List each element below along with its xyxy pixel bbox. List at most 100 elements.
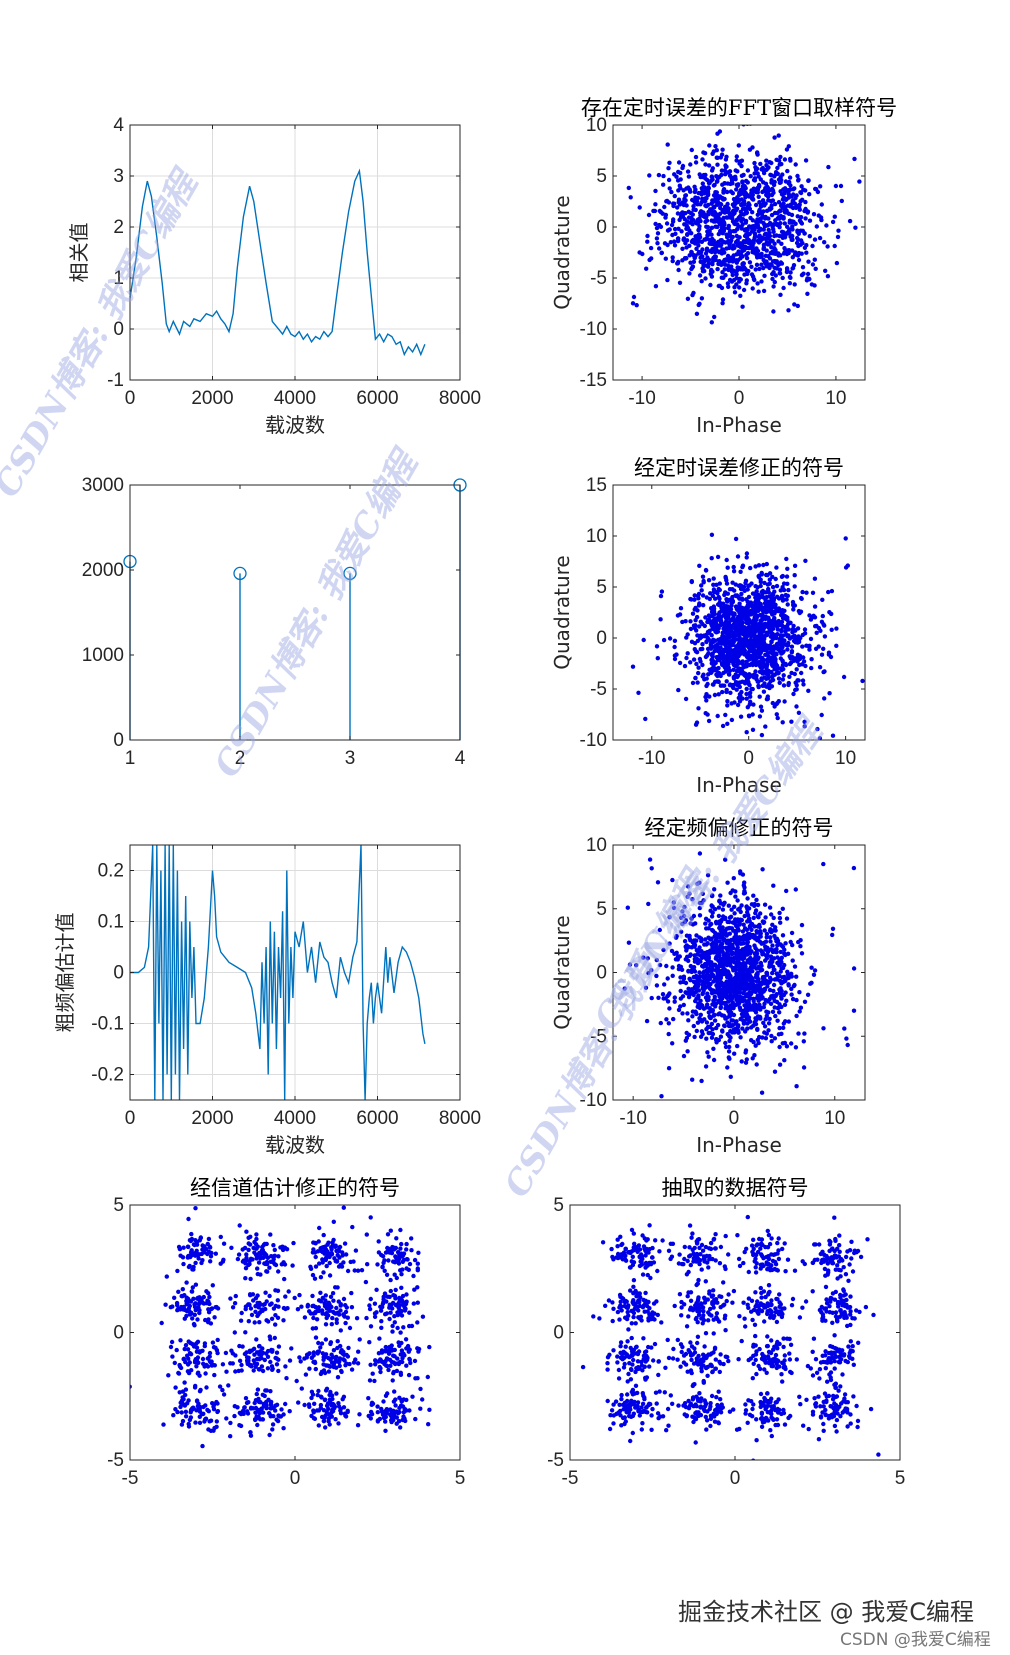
point-sc2-1450 [759, 649, 764, 654]
point-sc1-1212 [631, 294, 637, 300]
point-sc3-220 [706, 1054, 711, 1059]
point-sc3-1467 [713, 942, 719, 947]
point-sc1-1261 [702, 199, 707, 204]
point-sc2-1358 [795, 652, 801, 657]
point-sc2-1128 [658, 593, 664, 599]
point-sc1-480 [667, 186, 672, 191]
point-sc2-1310 [764, 632, 770, 638]
point-sc3-1403 [789, 1041, 794, 1046]
point-sc1-858 [777, 271, 782, 276]
point-sc1-1164 [648, 245, 654, 251]
point-sc1-596 [795, 173, 800, 179]
point-sc2-511 [700, 642, 705, 647]
point-sc1-268 [675, 211, 681, 216]
point-sc3-693 [626, 940, 632, 945]
point-sc3-279 [654, 983, 660, 988]
point-sc1-1195 [678, 170, 683, 176]
point-sc2-1416 [786, 621, 791, 626]
xtick-label-4: 8000 [439, 388, 481, 409]
point-sc2-254 [781, 581, 787, 586]
point-sc1-788 [839, 198, 844, 204]
point-sc2-946 [782, 699, 787, 704]
point-sc2-1257 [802, 627, 808, 632]
point-sc3-941 [681, 1053, 687, 1059]
ytick-label-1: 0 [113, 319, 124, 340]
point-sc4-107 [372, 1301, 378, 1306]
point-sc1-831 [706, 163, 712, 168]
point-sc1-823 [719, 275, 724, 280]
point-sc1-1047 [772, 135, 777, 140]
point-sc1-1295 [628, 195, 633, 200]
point-sc3-1238 [710, 927, 715, 933]
point-sc2-1382 [756, 596, 762, 601]
point-sc2-145 [785, 602, 790, 607]
point-sc2-838 [697, 563, 702, 568]
point-sc3-1085 [684, 933, 690, 938]
point-sc1-1174 [771, 190, 776, 195]
point-sc3-1274 [718, 901, 723, 906]
point-sc1-231 [694, 311, 700, 316]
point-sc2-1447 [760, 645, 765, 651]
point-sc1-968 [796, 257, 802, 263]
point-sc3-712 [769, 912, 774, 917]
point-sc2-1471 [713, 660, 718, 666]
point-sc1-652 [771, 309, 776, 314]
point-sc4-282 [281, 1318, 286, 1323]
point-sc2-1463 [768, 658, 773, 663]
point-sc1-634 [664, 221, 670, 226]
point-sc1-1138 [729, 238, 734, 243]
point-sc2-1169 [698, 633, 704, 638]
point-sc2-1397 [747, 653, 752, 659]
point-sc2-1408 [698, 619, 703, 624]
point-sc2-398 [759, 708, 765, 713]
point-sc3-1125 [747, 1001, 752, 1007]
point-sc4-304 [313, 1254, 318, 1260]
point-sc1-1137 [682, 199, 687, 204]
point-sc3-1290 [690, 1009, 696, 1014]
point-sc2-1290 [744, 617, 749, 622]
point-sc4-346 [366, 1396, 371, 1401]
point-sc1-1246 [737, 197, 742, 203]
point-sc2-1355 [750, 605, 756, 610]
point-sc1-1229 [663, 256, 668, 261]
point-sc1-763 [671, 217, 676, 222]
point-sc1-719 [676, 160, 682, 165]
point-sc3-1354 [727, 919, 732, 925]
point-sc1-1059 [690, 292, 695, 298]
point-sc4-441 [312, 1416, 318, 1422]
point-sc4-460 [207, 1294, 212, 1300]
point-sc3-796 [755, 1027, 760, 1033]
point-sc2-324 [799, 670, 804, 676]
point-sc3-93 [789, 930, 795, 936]
point-sc1-1102 [725, 235, 730, 240]
point-sc4-342 [368, 1409, 374, 1415]
point-sc2-1460 [712, 692, 718, 698]
point-sc2-1475 [816, 644, 821, 649]
point-sc1-525 [720, 301, 725, 306]
point-sc3-1180 [751, 1023, 756, 1028]
point-sc1-882 [778, 154, 783, 160]
point-sc1-420 [644, 266, 649, 271]
point-sc1-1177 [754, 150, 760, 156]
xtick-label-3: 6000 [356, 388, 398, 409]
point-sc3-1307 [753, 1043, 758, 1048]
point-sc1-899 [767, 256, 773, 261]
point-sc2-1100 [797, 662, 802, 668]
point-sc1-1052 [677, 280, 683, 285]
point-sc3-1396 [710, 910, 715, 915]
point-sc3-526 [683, 980, 689, 986]
point-sc3-1237 [682, 919, 687, 925]
point-sc1-396 [700, 157, 705, 162]
point-sc3-1248 [678, 996, 683, 1001]
point-sc1-987 [673, 231, 678, 236]
point-sc2-521 [812, 604, 818, 609]
point-sc2-1338 [741, 648, 746, 653]
point-sc3-1385 [741, 987, 747, 992]
point-sc2-584 [733, 536, 739, 542]
point-sc2-1243 [716, 692, 721, 697]
point-sc1-1269 [722, 210, 727, 215]
point-sc2-563 [744, 696, 749, 701]
point-sc2-548 [792, 671, 797, 677]
point-sc2-1399 [731, 611, 736, 616]
point-sc1-1079 [784, 249, 790, 254]
